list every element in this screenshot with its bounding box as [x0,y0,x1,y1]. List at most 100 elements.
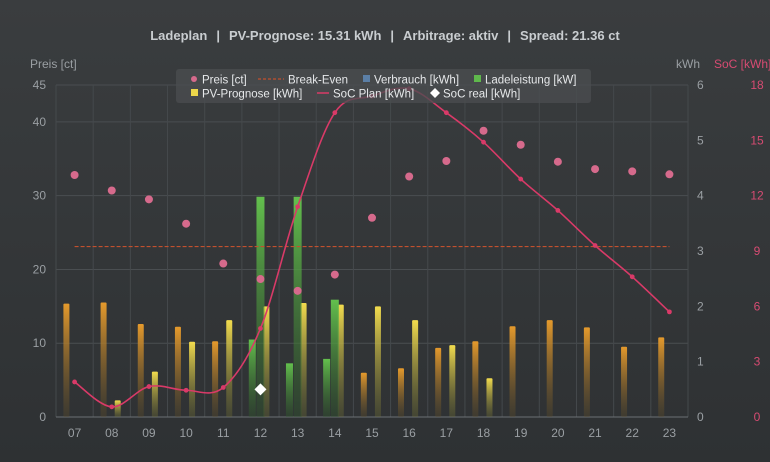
soc-plan-point [481,139,486,145]
ladeleistung-bar [323,358,331,417]
y-left-tick: 30 [33,189,47,203]
ladeleistung-bar [256,196,265,417]
verbrauch-bar [360,372,367,417]
pv-bar [374,306,381,417]
title-separator: | [216,28,220,43]
chart-title: Ladeplan | PV-Prognose: 15.31 kWh | Arbitrag… [150,28,620,43]
pv-bar [189,341,196,417]
legend-marker-square [474,75,481,82]
pv-bar [300,303,307,417]
legend-marker-square [363,75,370,82]
price-point [70,171,79,180]
legend-marker-diamond [430,88,440,98]
soc-plan-point [667,309,672,315]
verbrauch-bar [583,327,590,417]
pv-bar [449,345,456,417]
legend-item: Preis [ct] [191,75,247,87]
legend-item: Verbrauch [kWh] [363,75,459,87]
price-point [219,259,228,268]
y-left-tick: 0 [39,410,46,424]
legend-label: SoC Plan [kWh] [333,89,414,101]
soc-plan-point [295,204,301,210]
y-right-soc-tick: 3 [754,355,761,369]
x-tick: 07 [68,426,82,440]
y-left-tick: 45 [33,78,47,92]
x-tick: 21 [588,426,602,440]
soc-plan-point [109,404,115,410]
y-right-kwh-tick: 2 [697,299,704,313]
title-part-1: Ladeplan [150,28,207,43]
ladeleistung-bar [285,363,293,417]
verbrauch-bar [472,341,479,417]
price-point [330,270,339,279]
price-point [368,213,376,222]
x-tick: 22 [626,426,640,440]
y-right-soc-tick: 15 [750,133,764,147]
legend-label: Ladeleistung [kW] [485,75,576,87]
legend-marker-square [191,89,198,96]
x-tick: 20 [551,426,565,440]
soc-plan-point [146,384,152,389]
y-left-tick: 40 [33,115,47,129]
verbrauch-bar [212,341,219,417]
soc-plan-point [72,379,77,385]
verbrauch-bar [621,346,628,417]
price-point [479,126,488,135]
price-point [182,219,191,228]
legend-item: SoC Plan [kWh] [317,89,414,101]
x-tick: 23 [663,426,677,440]
x-tick: 12 [254,426,268,440]
y-right-soc-tick: 0 [754,410,761,424]
legend-label: SoC real [kWh] [443,89,520,101]
title-part-2: PV-Prognose: 15.31 kWh [229,28,381,43]
y-right-kwh-tick: 5 [697,133,704,147]
verbrauch-bar [435,347,442,417]
ladeleistung-bar [293,196,302,417]
price-point [144,195,153,204]
soc-plan-point [332,110,338,116]
soc-plan-point [592,243,598,248]
x-tick: 10 [179,426,193,440]
chart-title-text: Ladeplan | PV-Prognose: 15.31 kWh | Arbitrag… [150,28,620,43]
verbrauch-bar [137,324,144,417]
soc-plan-point [220,385,226,390]
bars-layer [63,196,665,417]
soc-plan-point [629,274,635,280]
pv-bar [226,320,233,417]
price-point [405,172,414,181]
pv-bar [151,371,158,417]
price-point [553,157,562,166]
verbrauch-bar [100,302,107,417]
title-part-3: Arbitrage: aktiv [403,28,499,43]
verbrauch-bar [658,337,665,417]
legend-label: Break-Even [288,75,348,87]
y-right-soc-axis-label: SoC [kWh] [714,57,770,71]
legend-item: Ladeleistung [kW] [474,75,576,87]
lines-layer [70,86,674,410]
x-tick: 11 [217,426,230,440]
x-tick: 13 [291,426,305,440]
pv-bar [337,304,344,417]
x-tick: 18 [477,426,491,440]
soc-plan-point [518,176,524,182]
legend-label: PV-Prognose [kWh] [202,89,302,101]
y-right-soc-tick: 18 [750,78,764,92]
price-point [107,186,116,195]
y-right-soc-tick: 9 [754,244,761,258]
y-right-kwh-axis-label: kWh [676,57,700,71]
x-tick: 08 [105,426,119,440]
soc-plan-point [443,110,449,116]
y-right-kwh-tick: 1 [697,355,704,369]
x-tick: 09 [142,426,156,440]
y-right-kwh-tick: 3 [697,244,704,258]
verbrauch-bar [174,326,181,417]
y-right-kwh-tick: 0 [697,410,704,424]
soc-plan-point [258,326,263,331]
x-tick: 14 [328,426,342,440]
price-point [293,286,302,295]
price-point [516,140,525,149]
y-left-tick: 20 [33,262,47,276]
soc-real-point [254,383,267,396]
title-separator: | [390,28,394,43]
